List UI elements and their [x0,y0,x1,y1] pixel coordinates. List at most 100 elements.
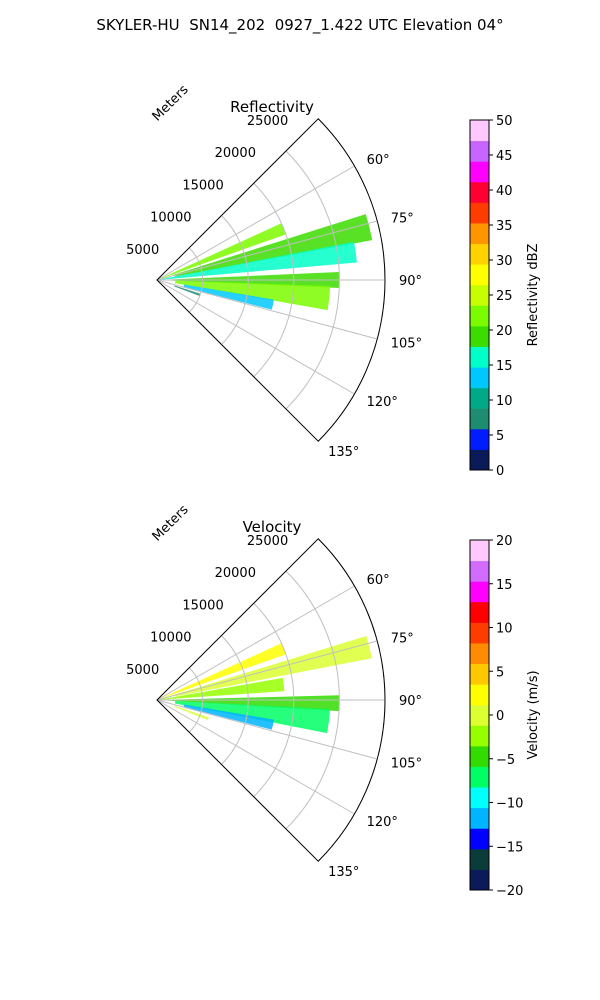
colorbar-label: Reflectivity dBZ [526,244,541,347]
colorbar-tick-label: 30 [496,254,513,269]
colorbar-band [470,745,489,767]
radial-axis-label: Meters [150,502,192,544]
colorbar-band [470,387,489,409]
colorbar-band [470,869,489,891]
colorbar-band [470,848,489,870]
echo-region [174,214,373,277]
panel-title: Reflectivity [230,98,314,116]
colorbar-band [470,684,489,706]
colorbar-band [470,140,489,162]
radial-tick-label: 15000 [182,178,223,193]
colorbar-band [470,325,489,347]
sector-outline [156,538,386,862]
polar-panel-1: Reflectivity 5000 10000 15000 20000 25000 Mete… [126,82,541,479]
colorbar-band [470,663,489,685]
radial-tick-label: 20000 [215,566,256,581]
colorbar-tick-label: 25 [496,289,513,304]
grid-spoke [156,585,355,701]
colorbar-tick-label: 20 [496,324,513,339]
azimuth-tick-label: 90° [399,274,422,289]
figure-title: SKYLER-HU SN14_202 0927_1.422 UTC Elevat… [96,16,504,34]
colorbar-band [470,622,489,644]
grid-spoke [156,220,378,281]
azimuth-tick-label: 75° [391,631,414,646]
panel-title: Velocity [243,518,302,536]
radial-tick-label: 15000 [182,598,223,613]
radial-tick-label: 20000 [215,146,256,161]
colorbar-tick-label: 10 [496,622,513,637]
colorbar-band [470,408,489,430]
grid-spoke [156,699,355,815]
azimuth-tick-label: 105° [391,757,422,772]
radial-tick-label: 25000 [247,114,288,129]
colorbar-band [470,704,489,726]
colorbar-tick-label: −20 [496,884,523,899]
colorbar-tick-label: 50 [496,114,513,129]
colorbar-band [470,828,489,850]
azimuth-tick-label: 105° [391,337,422,352]
echo-region [183,284,274,310]
colorbar-tick-label: 0 [496,709,504,724]
colorbar-band [470,367,489,389]
colorbar-band [470,560,489,582]
colorbar-tick-label: 5 [496,429,504,444]
echo-region [174,280,331,311]
radial-tick-label: 5000 [126,663,159,678]
azimuth-tick-label: 60° [367,153,390,168]
grid-spoke [156,640,378,701]
azimuth-tick-label: 120° [367,395,398,410]
grid-spoke [156,279,378,340]
colorbar-band [470,161,489,183]
colorbar-label: Velocity (m/s) [526,670,541,759]
echo-region [183,704,274,730]
radial-tick-label: 25000 [247,534,288,549]
echo-region [174,636,372,697]
colorbar-band [470,346,489,368]
colorbar-tick-label: 0 [496,464,504,479]
colorbar-band [470,202,489,224]
echo-region [161,677,285,700]
colorbar-band [470,725,489,747]
colorbar-band [470,642,489,665]
colorbar-tick-label: −15 [496,840,523,855]
colorbar: −20 −15 −10 −5 0 5 10 15 20 Velocity (m/s) [469,534,541,899]
echo-region [161,241,357,280]
colorbar-tick-label: 35 [496,219,513,234]
colorbar-tick-label: 45 [496,149,513,164]
colorbar-tick-label: 10 [496,394,513,409]
colorbar-band [470,601,489,623]
azimuth-tick-label: 120° [367,815,398,830]
colorbar-band [470,243,489,265]
colorbar-band [470,120,489,142]
azimuth-tick-label: 135° [328,445,359,460]
colorbar-band [470,581,489,603]
colorbar-band [470,787,489,809]
polar-panel-2: Velocity 5000 10000 15000 20000 25000 Meters 60… [126,502,541,899]
colorbar-band [470,807,489,829]
colorbar-band [470,428,489,450]
echo-region [166,695,340,712]
colorbar-tick-label: 20 [496,534,513,549]
colorbar-tick-label: −10 [496,797,523,812]
colorbar-tick-label: 5 [496,665,504,680]
colorbar-band [470,766,489,788]
azimuth-tick-label: 60° [367,573,390,588]
radial-tick-label: 10000 [150,631,191,646]
colorbar-band [470,181,489,203]
colorbar-band [470,222,489,245]
echo-region [161,223,286,279]
radial-axis-label: Meters [150,82,192,124]
radial-tick-label: 5000 [126,243,159,258]
colorbar-tick-label: 15 [496,578,513,593]
colorbar-band [470,305,489,327]
colorbar-band [470,449,489,471]
sector-outline [156,118,386,442]
colorbar-band [470,264,489,286]
grid-spoke [156,165,355,281]
colorbar-band [470,284,489,306]
azimuth-tick-label: 75° [391,211,414,226]
azimuth-tick-label: 135° [328,865,359,880]
echo-region [174,285,201,296]
azimuth-tick-label: 90° [399,694,422,709]
